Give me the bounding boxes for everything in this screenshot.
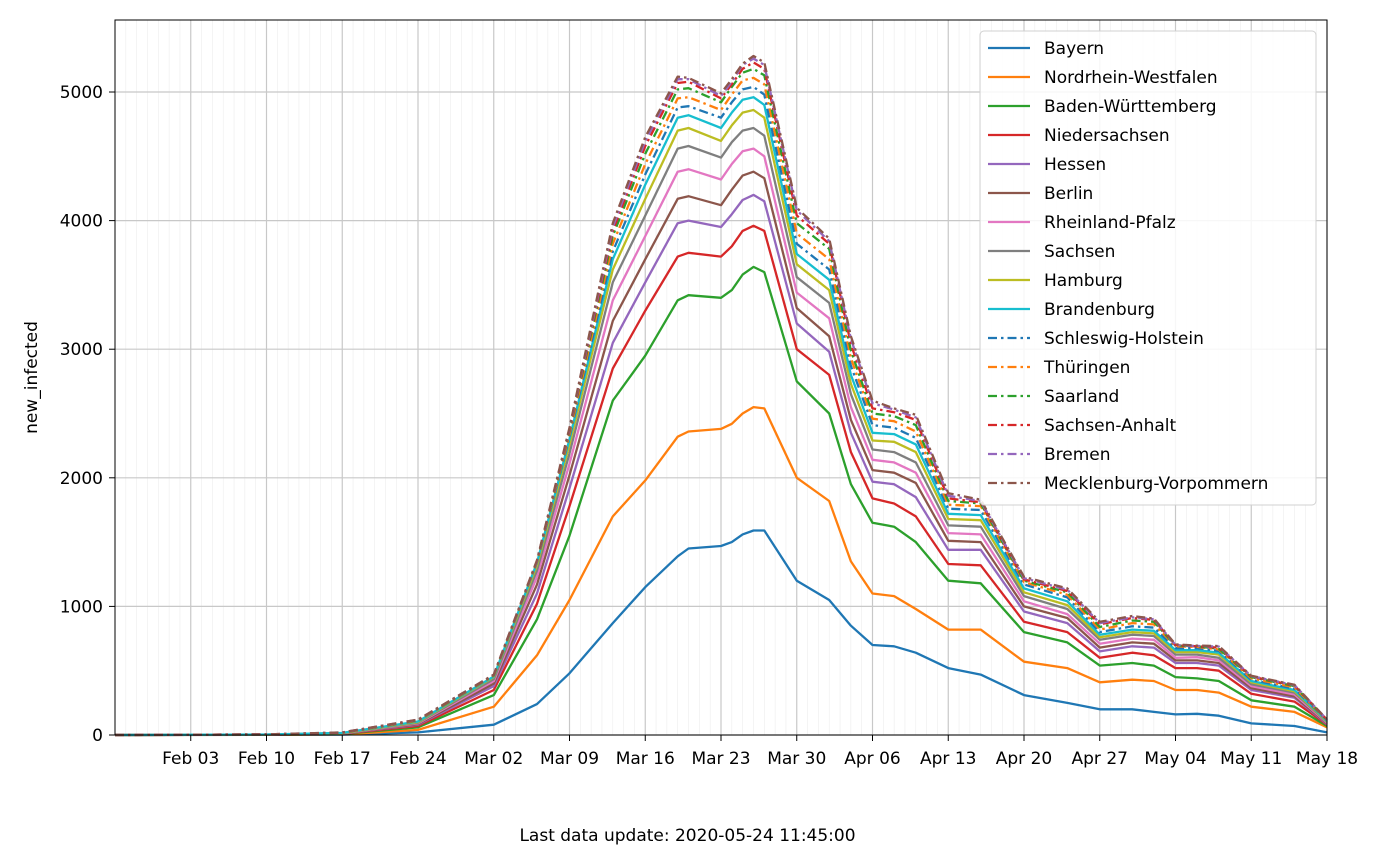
legend-label: Thüringen (1043, 358, 1130, 378)
x-tick-label: Apr 06 (844, 749, 900, 769)
series-line-berlin (114, 170, 1328, 737)
x-tick-label: Mar 09 (540, 749, 599, 769)
y-axis: 0 1000 2000 3000 4000 5000 (60, 83, 115, 746)
x-tick-label: May 04 (1144, 749, 1206, 769)
y-axis-label: new_infected (22, 321, 42, 434)
series-line-bayern (114, 529, 1328, 737)
legend-label: Niedersachsen (1044, 126, 1170, 146)
x-tick-label: Mar 16 (616, 749, 675, 769)
series-line-nordrhein-westfalen (114, 405, 1328, 737)
x-tick-label: Feb 10 (238, 749, 295, 769)
legend-label: Mecklenburg-Vorpommern (1044, 474, 1268, 494)
y-tick-label: 5000 (60, 83, 103, 103)
series-layer (114, 54, 1328, 737)
y-tick-label: 1000 (60, 597, 103, 617)
legend-label: Hessen (1044, 155, 1106, 175)
y-tick-label: 0 (92, 726, 103, 746)
last-update-text: Last data update: 2020-05-24 11:45:00 (519, 826, 856, 846)
legend-label: Berlin (1044, 184, 1093, 204)
x-tick-label: Mar 23 (691, 749, 750, 769)
x-tick-label: Feb 24 (389, 749, 446, 769)
series-line-hessen (114, 193, 1328, 737)
series-line-th-ringen (114, 76, 1328, 737)
legend: Bayern Nordrhein-Westfalen Baden-Württembe… (979, 30, 1317, 506)
y-tick-label: 4000 (60, 212, 103, 232)
legend-frame (979, 30, 1317, 506)
x-axis: Feb 03 Feb 10 Feb 17 Feb 24 Mar 02 Mar 09 Mar … (162, 735, 1358, 769)
series-line-sachsen (114, 126, 1328, 737)
legend-label: Sachsen-Anhalt (1044, 416, 1176, 436)
series-line-mecklenburg-vorpommern (114, 54, 1328, 737)
legend-label: Saarland (1044, 387, 1119, 407)
legend-label: Bremen (1044, 445, 1111, 465)
series-line-niedersachsen (114, 224, 1328, 737)
x-tick-label: Mar 30 (767, 749, 826, 769)
series-line-baden-w-rttemberg (114, 265, 1328, 737)
y-tick-label: 2000 (60, 469, 103, 489)
legend-label: Rheinland-Pfalz (1044, 213, 1176, 233)
legend-label: Nordrhein-Westfalen (1044, 68, 1218, 88)
x-tick-label: Feb 03 (162, 749, 219, 769)
x-tick-label: Apr 27 (1072, 749, 1128, 769)
x-tick-label: Apr 13 (920, 749, 976, 769)
x-tick-label: May 18 (1296, 749, 1358, 769)
x-tick-label: May 11 (1220, 749, 1282, 769)
x-tick-label: Apr 20 (996, 749, 1052, 769)
x-tick-label: Feb 17 (314, 749, 371, 769)
legend-label: Schleswig-Holstein (1044, 329, 1204, 349)
x-tick-label: Mar 02 (464, 749, 523, 769)
series-line-rheinland-pfalz (114, 147, 1328, 737)
legend-label: Brandenburg (1044, 300, 1155, 320)
legend-label: Bayern (1044, 39, 1104, 59)
legend-label: Baden-Württemberg (1044, 97, 1217, 117)
legend-label: Sachsen (1044, 242, 1115, 262)
legend-label: Hamburg (1044, 271, 1123, 291)
y-tick-label: 3000 (60, 340, 103, 360)
